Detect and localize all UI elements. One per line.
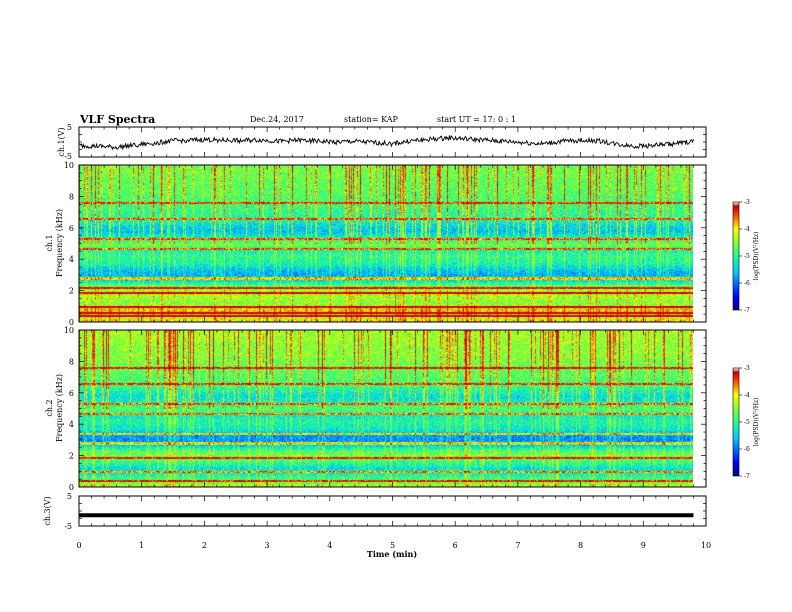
ch1-waveform-line [79, 135, 694, 151]
ch1-colorbar-tick-label: -7 [744, 307, 750, 314]
figure-title: VLF Spectra [79, 113, 155, 126]
ch1-ytick-top: 5 [67, 123, 72, 132]
time-tick-label: 7 [515, 541, 520, 550]
ch1-freq-tick-label: 10 [64, 161, 74, 170]
ch2-colorbar [732, 367, 740, 477]
time-tick-label: 3 [265, 541, 270, 550]
ch2-spectrogram-image [79, 330, 693, 487]
time-tick-label: 5 [390, 541, 395, 550]
ch1-colorbar [732, 201, 740, 311]
ch1-freq-tick-label: 8 [69, 192, 74, 201]
ch2-freq-tick-label: 0 [69, 483, 74, 492]
ch1-colorbar-tick-label: -3 [744, 199, 750, 206]
ch1-freq-tick-label: 4 [69, 255, 74, 264]
ch2-colorbar-tick-label: -4 [744, 392, 750, 399]
ch1-spectrogram-image [79, 165, 693, 322]
ch2-freq-tick-label: 4 [69, 420, 74, 429]
ch1-waveform-ylabel: ch.1(V) [57, 127, 66, 156]
ch2-colorbar-label: log(PSD)(V²/Hz) [753, 398, 760, 447]
time-tick-label: 8 [578, 541, 583, 550]
ch1-freq-tick-label: 6 [69, 224, 74, 233]
ch1-freq-tick-label: 0 [69, 318, 74, 327]
time-tick-label: 6 [453, 541, 458, 550]
time-tick-label: 0 [76, 541, 81, 550]
ch3-waveform-ylabel: ch.3(V) [43, 496, 52, 525]
ch2-colorbar-tick-label: -5 [744, 419, 750, 426]
ch2-colorbar-tick-label: -6 [744, 446, 750, 453]
spectrogram-rasters [79, 165, 693, 487]
time-tick-label: 10 [701, 541, 711, 550]
time-tick-label: 9 [641, 541, 646, 550]
ch1-colorbar-tick-label: -6 [744, 280, 750, 287]
time-tick-label: 2 [202, 541, 207, 550]
station-label: station= KAP [344, 115, 399, 124]
date-label: Dec.24, 2017 [250, 115, 304, 124]
ch1-spectrogram-ylabel: ch.1 [45, 234, 54, 251]
ch1-colorbar-label: log(PSD)(V²/Hz) [753, 232, 760, 281]
x-axis-label: Time (min) [367, 549, 417, 559]
ch1-colorbar-tick-label: -4 [744, 226, 750, 233]
ch1-frequency-ylabel: Frequency (kHz) [55, 209, 64, 277]
ch2-freq-tick-label: 2 [69, 452, 74, 461]
ch2-colorbar-tick-label: -7 [744, 473, 750, 480]
ch1-ytick-bottom: -5 [64, 152, 72, 161]
ch3-ytick-top: 5 [67, 492, 72, 501]
ch1-colorbar-tick-label: -5 [744, 253, 750, 260]
time-tick-label: 1 [139, 541, 144, 550]
ch2-freq-tick-label: 6 [69, 389, 74, 398]
waveform-series [79, 135, 694, 518]
ch1-freq-tick-label: 2 [69, 287, 74, 296]
start-time-label: start UT = 17: 0 : 1 [437, 115, 516, 124]
ch2-frequency-ylabel: Frequency (kHz) [55, 374, 64, 442]
ch3-ytick-bottom: -5 [64, 522, 72, 531]
time-tick-label: 4 [327, 541, 332, 550]
ch2-freq-tick-label: 8 [69, 357, 74, 366]
ch2-spectrogram-ylabel: ch.2 [45, 399, 54, 416]
colorbar-ticks: -3 -4 -5 -6 -7 -3 -4 -5 -6 -7 [739, 199, 750, 480]
ch2-freq-tick-label: 10 [64, 326, 74, 335]
ch2-colorbar-tick-label: -3 [744, 365, 750, 372]
